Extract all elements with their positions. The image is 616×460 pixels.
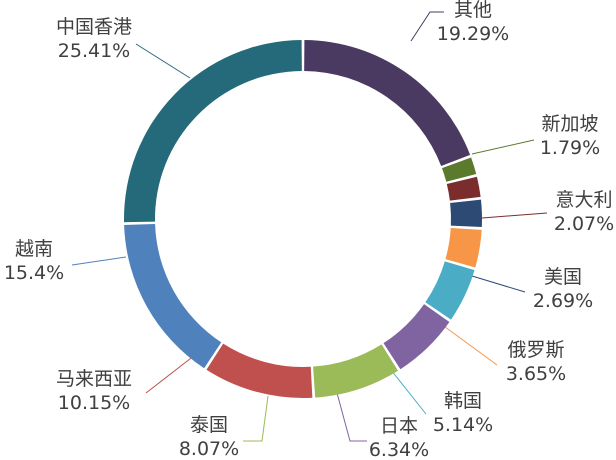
slice-label-3: 美国 [544,266,582,288]
slice-10 [124,40,302,223]
slice-label-7: 泰国 [190,414,228,436]
slice-value-label-4: 3.65% [506,363,566,385]
leader-line-4 [440,323,498,366]
leader-line-9 [71,256,127,266]
slice-label-0: 其他 [454,0,492,21]
leader-line-2 [481,212,548,219]
slice-value-label-1: 1.79% [540,137,600,159]
slice-label-2: 意大利 [555,189,612,211]
slice-value-label-6: 6.34% [369,439,429,460]
slice-label-9: 越南 [15,238,53,260]
slice-7 [313,344,399,398]
slice-1 [441,157,477,182]
leader-line-3 [471,275,526,293]
slice-value-label-9: 15.4% [4,262,64,284]
slice-label-4: 俄罗斯 [507,339,564,361]
slice-0 [304,40,471,166]
slice-9 [124,223,222,369]
slice-label-10: 中国香港 [56,16,132,38]
leader-line-6 [336,392,367,442]
slice-label-5: 韩国 [444,390,482,412]
slice-value-label-8: 10.15% [58,392,130,414]
slice-label-6: 日本 [380,415,418,437]
slice-4 [445,227,482,268]
leader-line-1 [471,139,535,155]
leader-line-8 [145,354,196,394]
slice-value-label-2: 2.07% [554,213,614,235]
leader-line-10 [135,43,191,79]
slice-value-label-7: 8.07% [179,438,239,460]
slice-3 [450,199,482,228]
leader-line-0 [410,11,444,42]
leader-line-5 [390,369,427,415]
slice-label-1: 新加坡 [541,113,598,135]
slice-value-label-10: 25.41% [58,40,130,62]
slice-label-8: 马来西亚 [56,368,132,390]
leader-line-7 [243,395,269,442]
slice-value-label-5: 5.14% [433,414,493,436]
slice-2 [446,176,481,201]
slice-8 [206,343,313,398]
slice-value-label-3: 2.69% [533,290,593,312]
slice-value-label-0: 19.29% [437,23,509,45]
slice-6 [383,304,450,370]
slice-5 [425,261,475,320]
